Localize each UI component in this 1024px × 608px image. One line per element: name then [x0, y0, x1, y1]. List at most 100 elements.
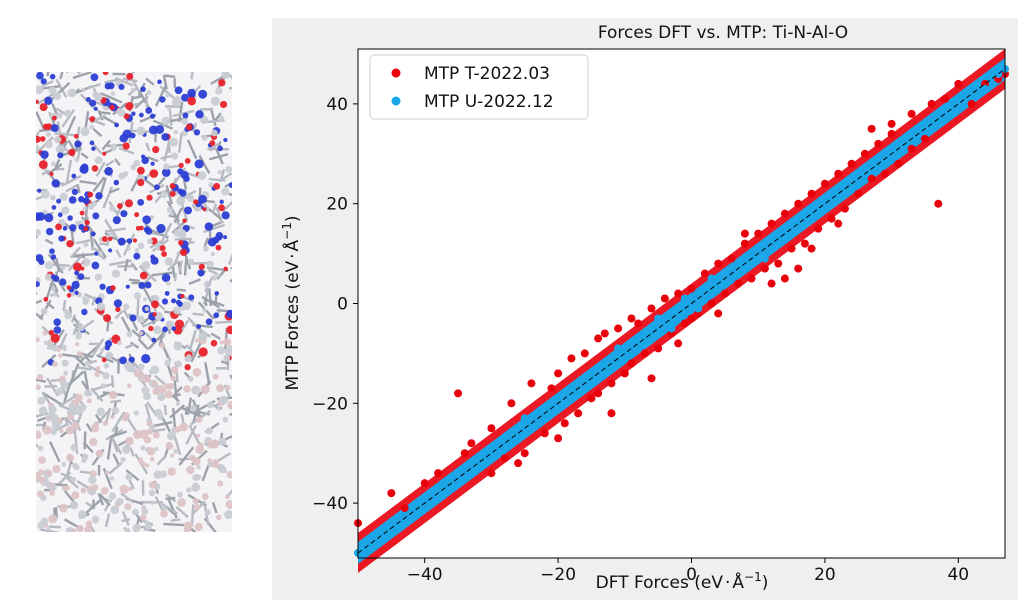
atom — [44, 213, 54, 223]
bond — [55, 78, 68, 98]
atom — [84, 219, 90, 226]
atom — [201, 493, 209, 500]
atom — [49, 194, 56, 201]
atom — [225, 166, 233, 173]
atom — [206, 401, 214, 409]
atom — [138, 330, 144, 336]
data-point — [587, 394, 596, 403]
atom — [215, 273, 220, 278]
atom — [99, 283, 106, 290]
atom — [49, 490, 56, 496]
atom — [182, 112, 189, 119]
bond — [91, 296, 97, 306]
bond — [184, 406, 189, 415]
data-point — [467, 459, 476, 468]
atom — [145, 107, 153, 114]
data-point — [594, 364, 603, 373]
bond — [59, 70, 64, 80]
atom — [122, 444, 131, 454]
atom — [61, 206, 70, 215]
atom — [173, 448, 179, 454]
bond — [56, 471, 72, 487]
data-point — [794, 264, 803, 273]
bond — [188, 424, 202, 447]
bond — [111, 411, 126, 432]
bond — [129, 447, 135, 457]
atom — [221, 211, 230, 220]
atom — [104, 345, 111, 351]
data-point — [487, 469, 496, 478]
atom — [141, 261, 151, 270]
atom — [89, 116, 96, 122]
atom — [200, 115, 209, 125]
bond — [83, 498, 102, 516]
bond — [183, 257, 188, 276]
atom — [161, 168, 171, 177]
bond — [188, 329, 197, 351]
data-point — [507, 399, 516, 408]
atom — [184, 206, 193, 215]
atom — [125, 284, 130, 289]
data-point — [540, 404, 549, 413]
atom — [101, 236, 108, 242]
atom — [140, 86, 146, 92]
data-point — [747, 249, 756, 258]
atom — [100, 348, 105, 353]
atom — [131, 111, 136, 116]
data-point — [894, 159, 903, 168]
bond — [209, 107, 217, 127]
data-point — [714, 259, 723, 268]
atom — [73, 464, 80, 471]
atom — [81, 308, 88, 316]
data-point — [860, 149, 869, 158]
atom — [89, 470, 97, 478]
atom — [107, 231, 114, 238]
bond — [215, 320, 234, 324]
atom — [75, 342, 80, 347]
atom — [94, 371, 101, 378]
atom — [185, 354, 192, 361]
atom — [51, 418, 59, 425]
bond — [169, 404, 186, 419]
data-point — [887, 119, 896, 128]
atom — [71, 421, 80, 430]
atom — [198, 331, 208, 341]
data-point — [907, 144, 916, 153]
atom — [225, 384, 231, 391]
atom — [92, 91, 100, 99]
bond — [172, 109, 195, 118]
atom — [219, 100, 228, 109]
data-point — [500, 454, 509, 463]
data-point — [634, 319, 643, 328]
bond — [180, 413, 185, 425]
atom — [52, 361, 58, 367]
atom — [104, 166, 113, 176]
atom — [49, 171, 54, 176]
data-point — [627, 359, 636, 368]
atom — [163, 163, 170, 170]
atom — [149, 424, 156, 431]
bond — [83, 431, 87, 450]
atom — [84, 360, 90, 366]
bond — [220, 169, 226, 180]
atom — [224, 509, 234, 520]
atom — [122, 129, 132, 139]
atom — [216, 234, 223, 241]
atom — [71, 491, 80, 500]
atom — [192, 473, 200, 482]
atom — [37, 522, 45, 530]
atom — [66, 453, 75, 462]
atom — [169, 211, 175, 216]
atom — [116, 497, 124, 506]
atom — [96, 302, 106, 311]
atom — [76, 331, 82, 337]
atom — [42, 425, 52, 435]
atom — [169, 182, 176, 189]
atom — [67, 88, 77, 98]
bond — [75, 356, 87, 368]
data-point — [920, 134, 929, 143]
data-point — [614, 344, 623, 353]
atom — [33, 228, 41, 237]
bond — [68, 363, 80, 386]
bond — [99, 493, 111, 507]
